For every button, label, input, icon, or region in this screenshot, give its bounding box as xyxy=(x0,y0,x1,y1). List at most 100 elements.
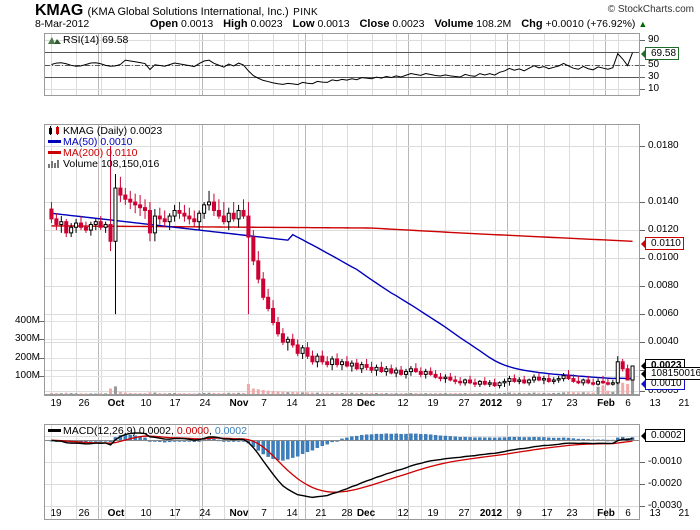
xaxis-tick-label: 19 xyxy=(50,508,62,519)
volume-axis-label-300M: 300M xyxy=(14,333,40,345)
open-label: Open xyxy=(150,18,179,30)
xaxis-tick-label: Dec xyxy=(356,508,376,519)
xaxis-tick-label: 26 xyxy=(78,508,90,519)
change-label: Chg xyxy=(521,18,543,30)
volume-axis-label-200M: 200M xyxy=(14,351,40,363)
macd-plot xyxy=(45,425,639,519)
open-value: 0.0013 xyxy=(181,18,214,30)
xaxis-tick-label: 2012 xyxy=(479,398,503,409)
rsi-axis-tick xyxy=(640,65,645,66)
volume-legend-row: Volume 108,150,016 xyxy=(48,159,162,170)
xaxis-tick-label: 14 xyxy=(286,508,298,519)
price-axis-tick xyxy=(640,286,645,287)
rsi-panel xyxy=(44,33,640,96)
price-axis-tick xyxy=(640,202,645,203)
macd-legend: MACD(12,26,9) 0.0002, 0.0000, 0.0002 xyxy=(48,426,247,437)
xaxis-tick-label: 28 xyxy=(341,508,353,519)
xaxis-tick-label: 17 xyxy=(541,398,553,409)
low-value: 0.0013 xyxy=(317,18,350,30)
price-ma50-flag: 0.0010 xyxy=(641,377,685,391)
xaxis-tick-label: 9 xyxy=(516,398,522,409)
price-axis-tick xyxy=(640,314,645,315)
price-axis-label-0.0180: 0.0180 xyxy=(648,140,679,152)
xaxis-tick-label: 9 xyxy=(516,508,522,519)
macd-signal-value: 0.0000 xyxy=(176,425,209,437)
change-value: +0.0010 (+76.92%) xyxy=(545,18,636,30)
rsi-axis-tick xyxy=(640,77,645,78)
xaxis-tick-label: 19 xyxy=(427,398,439,409)
xaxis-tick-label: 17 xyxy=(169,398,181,409)
macd-value-flag: 0.0002 xyxy=(641,428,685,442)
xaxis-tick-label: 6 xyxy=(625,398,631,409)
price-axis-label-0.0140: 0.0140 xyxy=(648,196,679,208)
macd-axis-label--0.0020: -0.0020 xyxy=(648,478,682,490)
price-axis-tick xyxy=(640,391,645,392)
rsi-legend-label: RSI(14) 69.58 xyxy=(63,34,129,46)
macd-line-icon xyxy=(48,429,61,432)
volume-bars-icon xyxy=(48,159,61,168)
macd-legend-value: 0.0002 xyxy=(138,425,171,437)
xaxis-tick-label: 19 xyxy=(427,508,439,519)
xaxis-tick-label: 7 xyxy=(261,398,267,409)
volume-axis-tick xyxy=(39,358,44,359)
rsi-mountain-icon xyxy=(48,35,61,44)
xaxis-tick-label: 2012 xyxy=(479,508,503,519)
xaxis-price: 19 26 Oct 10 17 24 Nov 7 14 21 28 Dec 12 19 27 2012 9 17 2… xyxy=(44,398,689,412)
price-axis-label-0.0120: 0.0120 xyxy=(648,224,679,236)
xaxis-tick-label: 7 xyxy=(261,508,267,519)
price-axis-tick xyxy=(640,146,645,147)
rsi-axis-tick xyxy=(640,40,645,41)
volume-axis-label-400M: 400M xyxy=(14,315,40,327)
ma50-legend-label: MA(50) 0.0010 xyxy=(63,136,133,148)
xaxis-tick-label: 6 xyxy=(625,508,631,519)
price-legend-row: KMAG (Daily) 0.0023 xyxy=(48,126,162,137)
xaxis-macd: 19 26 Oct 10 17 24 Nov 7 14 21 28 Dec 12 19 27 2012 9 17 2… xyxy=(44,508,689,522)
chart-title-line: KMAG (KMA Global Solutions International… xyxy=(35,2,318,20)
xaxis-tick-label: Oct xyxy=(107,398,125,409)
macd-panel xyxy=(44,424,640,520)
rsi-legend: RSI(14) 69.58 xyxy=(48,35,128,46)
price-ma200-flag: 0.0110 xyxy=(641,237,684,251)
price-legend-label: KMAG (Daily) 0.0023 xyxy=(63,125,163,137)
xaxis-tick-label: Nov xyxy=(229,508,249,519)
volume-value: 108.2M xyxy=(476,18,512,30)
volume-axis-tick xyxy=(39,321,44,322)
high-label: High xyxy=(223,18,248,30)
candlestick-icon xyxy=(48,126,61,135)
price-legend: KMAG (Daily) 0.0023 MA(50) 0.0010 MA(200… xyxy=(48,126,162,170)
close-value: 0.0023 xyxy=(392,18,425,30)
xaxis-tick-label: 10 xyxy=(140,508,152,519)
rsi-axis-label-30: 30 xyxy=(648,70,660,82)
exchange-label: PINK xyxy=(293,7,319,18)
xaxis-tick-label: 21 xyxy=(678,508,690,519)
xaxis-tick-label: 23 xyxy=(566,398,578,409)
up-arrow-icon: ▲ xyxy=(638,19,648,29)
xaxis-tick-label: Feb xyxy=(597,508,615,519)
xaxis-separator xyxy=(44,395,640,396)
company-name: (KMA Global Solutions International, Inc… xyxy=(87,6,289,18)
rsi-value-flag: 69.58 xyxy=(640,46,680,60)
macd-axis-tick xyxy=(640,484,645,485)
xaxis-tick-label: 21 xyxy=(315,508,327,519)
macd-axis-label--0.0010: -0.0010 xyxy=(648,456,682,468)
quote-line: 8-Mar-2012 Open 0.0013 High 0.0023 Low 0… xyxy=(35,18,695,31)
xaxis-tick-label: 27 xyxy=(458,508,470,519)
ma200-legend-label: MA(200) 0.0110 xyxy=(63,147,138,159)
xaxis-tick-label: 24 xyxy=(199,508,211,519)
xaxis-tick-label: 10 xyxy=(140,398,152,409)
price-axis-tick xyxy=(640,230,645,231)
volume-axis-tick xyxy=(39,376,44,377)
xaxis-tick-label: 28 xyxy=(341,398,353,409)
ticker-symbol: KMAG xyxy=(35,2,84,19)
xaxis-tick-label: 14 xyxy=(286,398,298,409)
low-label: Low xyxy=(292,18,315,30)
macd-axis-label--0.0030: -0.0030 xyxy=(648,499,682,511)
quote-stats: Open 0.0013 High 0.0023 Low 0.0013 Close… xyxy=(150,18,647,30)
price-axis-label-0.0100: 0.0100 xyxy=(648,252,679,264)
high-value: 0.0023 xyxy=(250,18,283,30)
macd-axis-tick xyxy=(640,462,645,463)
xaxis-tick-label: 27 xyxy=(458,398,470,409)
macd-axis-tick xyxy=(640,506,645,507)
stockcharts-brand: © StockCharts.com xyxy=(607,4,694,15)
